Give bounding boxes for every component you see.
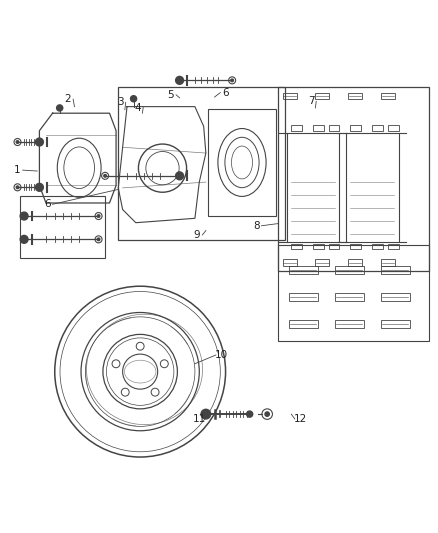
Circle shape [104, 174, 106, 177]
Circle shape [231, 79, 233, 82]
Circle shape [265, 412, 269, 416]
Circle shape [176, 172, 184, 180]
Bar [289, 265, 318, 273]
Bar [348, 93, 362, 99]
Bar [208, 109, 276, 216]
Bar [335, 320, 364, 328]
Bar [381, 293, 410, 301]
Text: 6: 6 [44, 199, 51, 209]
Bar [313, 125, 324, 131]
Bar [315, 93, 329, 99]
Circle shape [131, 96, 137, 102]
Bar [335, 293, 364, 301]
Circle shape [16, 141, 19, 143]
Bar [289, 320, 318, 328]
Bar [289, 293, 318, 301]
Bar [315, 260, 329, 265]
Circle shape [201, 409, 211, 419]
Circle shape [97, 215, 100, 217]
Text: 12: 12 [293, 414, 307, 424]
Text: 4: 4 [134, 102, 141, 112]
Bar [381, 265, 410, 273]
Text: 6: 6 [222, 87, 229, 98]
Bar [283, 93, 297, 99]
Circle shape [35, 138, 43, 146]
Bar [328, 125, 339, 131]
Bar [283, 260, 297, 265]
Text: 2: 2 [64, 94, 71, 104]
Circle shape [20, 212, 28, 220]
Bar [388, 244, 399, 249]
Text: 7: 7 [307, 96, 314, 107]
Circle shape [57, 105, 63, 111]
Bar [335, 265, 364, 273]
Bar [346, 133, 399, 243]
Text: 10: 10 [215, 350, 228, 360]
Bar [328, 244, 339, 249]
Text: 3: 3 [117, 97, 124, 107]
Bar [313, 244, 324, 249]
Bar [388, 125, 399, 131]
Bar [350, 244, 361, 249]
Bar [381, 93, 395, 99]
Text: 1: 1 [14, 165, 21, 175]
Circle shape [16, 186, 19, 189]
Bar [372, 244, 383, 249]
Text: 11: 11 [193, 414, 206, 424]
Bar [278, 245, 429, 341]
Circle shape [247, 411, 253, 417]
Bar [372, 125, 383, 131]
Bar [348, 260, 362, 265]
Bar [350, 125, 361, 131]
Bar [291, 125, 302, 131]
Circle shape [35, 183, 43, 191]
Circle shape [176, 76, 184, 84]
Bar [381, 320, 410, 328]
Bar [118, 87, 285, 240]
Bar [278, 87, 429, 271]
Bar [381, 260, 395, 265]
Circle shape [97, 238, 100, 241]
Text: 9: 9 [194, 230, 201, 240]
Bar [291, 244, 302, 249]
Circle shape [20, 236, 28, 243]
Text: 8: 8 [253, 221, 260, 231]
Bar [20, 197, 105, 258]
Text: 5: 5 [167, 90, 174, 100]
Bar [287, 133, 339, 243]
